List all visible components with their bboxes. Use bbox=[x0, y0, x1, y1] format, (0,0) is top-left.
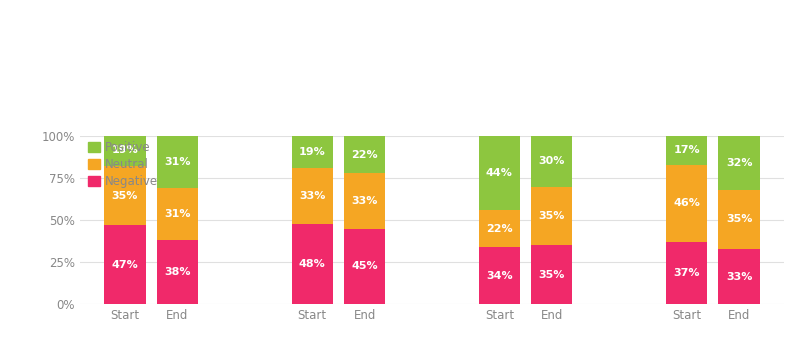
Bar bbox=[479, 247, 520, 304]
Bar bbox=[531, 246, 573, 304]
Text: 32%: 32% bbox=[726, 158, 752, 168]
Text: 44%: 44% bbox=[486, 168, 513, 178]
Text: 22%: 22% bbox=[486, 224, 513, 233]
Text: 22%: 22% bbox=[351, 150, 378, 160]
Text: 31%: 31% bbox=[164, 157, 190, 167]
Bar bbox=[666, 136, 707, 165]
Text: 30%: 30% bbox=[538, 156, 565, 166]
Text: 35%: 35% bbox=[726, 214, 752, 224]
Bar bbox=[479, 210, 520, 247]
Bar bbox=[531, 136, 573, 187]
Bar bbox=[157, 240, 198, 304]
Text: 33%: 33% bbox=[299, 191, 326, 201]
Text: 33%: 33% bbox=[726, 271, 752, 281]
Text: 45%: 45% bbox=[351, 261, 378, 271]
Text: 35%: 35% bbox=[538, 211, 565, 221]
Text: 38%: 38% bbox=[164, 267, 190, 277]
Text: 46%: 46% bbox=[674, 198, 700, 208]
Bar bbox=[344, 173, 385, 228]
Text: 31%: 31% bbox=[164, 209, 190, 219]
Bar bbox=[344, 228, 385, 304]
Bar bbox=[344, 136, 385, 173]
Bar bbox=[291, 168, 333, 223]
Text: 35%: 35% bbox=[538, 270, 565, 280]
Text: 17%: 17% bbox=[674, 145, 700, 155]
Bar bbox=[718, 190, 760, 249]
Bar bbox=[104, 134, 146, 166]
Text: 19%: 19% bbox=[298, 147, 326, 157]
Bar bbox=[157, 188, 198, 240]
Text: 19%: 19% bbox=[111, 145, 138, 155]
Bar bbox=[104, 166, 146, 225]
Text: 37%: 37% bbox=[674, 268, 700, 278]
Bar bbox=[291, 223, 333, 304]
Text: 48%: 48% bbox=[298, 259, 326, 269]
Bar bbox=[666, 242, 707, 304]
Bar bbox=[718, 249, 760, 304]
Legend: Positive, Neutral, Negative: Positive, Neutral, Negative bbox=[86, 139, 160, 190]
Bar bbox=[479, 136, 520, 210]
Bar bbox=[531, 187, 573, 246]
Bar bbox=[291, 136, 333, 168]
Text: 33%: 33% bbox=[351, 196, 378, 206]
Bar bbox=[104, 225, 146, 304]
Text: 47%: 47% bbox=[111, 260, 138, 270]
Bar bbox=[666, 165, 707, 242]
Bar bbox=[718, 136, 760, 190]
Bar bbox=[157, 136, 198, 188]
Text: 35%: 35% bbox=[112, 191, 138, 201]
Text: 34%: 34% bbox=[486, 271, 513, 281]
